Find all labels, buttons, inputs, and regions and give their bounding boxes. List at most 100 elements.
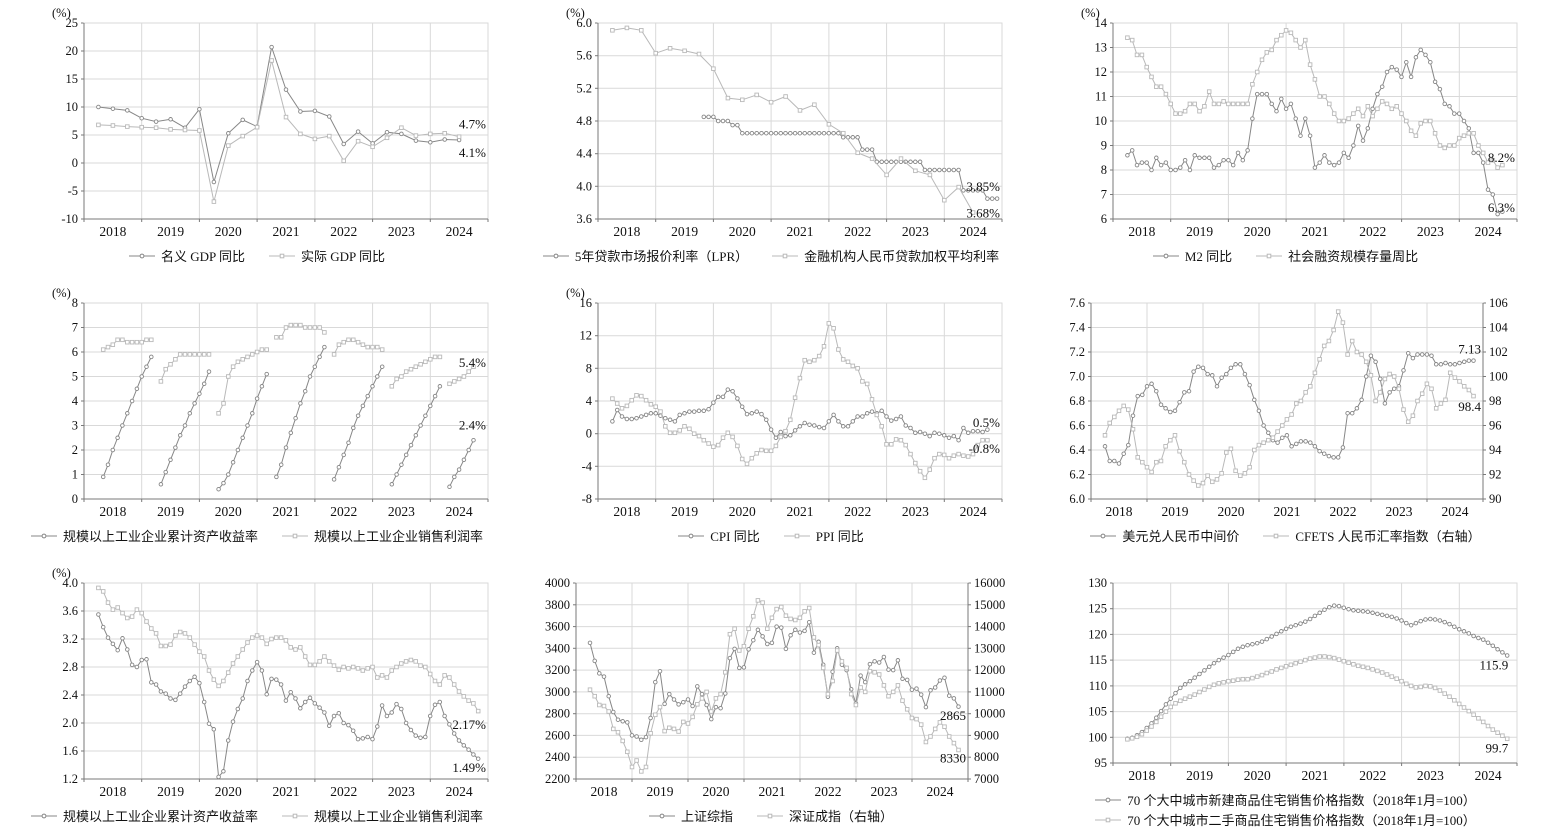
legend-label: M2 同比 [1184,249,1233,264]
svg-text:1: 1 [72,468,78,482]
chart-gdp-yoy: -10 -5 0 5 10 15 20 25 2018 2019 2020 2021 2022 2023 2… [0,0,514,280]
svg-text:4.4: 4.4 [576,147,592,161]
chart-lpr-vs-loan-rate: 3.6 4.0 4.4 4.8 5.2 5.6 6.0 2018 2019 2020 2021 202… [514,0,1028,280]
legend-marker-icon [757,813,783,818]
legend-item: 规模以上工业企业销售利润率 [282,526,483,545]
svg-text:14000: 14000 [974,620,1005,634]
chart-industrial-roa-vs-margin-monthly-legend: 规模以上工业企业累计资产收益率 规模以上工业企业销售利润率 [30,805,483,825]
svg-text:2021: 2021 [1273,504,1300,519]
legend-item: 社会融资规模存量周比 [1256,246,1418,265]
svg-text:2020: 2020 [1217,504,1244,519]
svg-text:0.5%: 0.5% [973,415,1000,430]
svg-text:-4: -4 [582,459,593,473]
svg-text:2022: 2022 [1359,224,1386,239]
legend-label: PPI 同比 [815,529,864,544]
svg-text:7000: 7000 [974,772,999,786]
svg-text:102: 102 [1489,345,1508,359]
svg-text:3800: 3800 [545,598,570,612]
svg-text:(%): (%) [1081,7,1100,20]
chart-canvas: 1.2 1.6 2.0 2.4 2.8 3.2 3.6 4.0 2018 2019 2020 2021… [52,566,489,799]
svg-text:7.4: 7.4 [1069,321,1085,335]
svg-text:-10: -10 [61,212,78,226]
svg-text:2023: 2023 [902,224,929,239]
svg-text:2020: 2020 [703,784,730,799]
svg-text:14: 14 [1094,16,1107,30]
legend-row: 规模以上工业企业累计资产收益率 规模以上工业企业销售利润率 [30,526,483,545]
svg-text:16000: 16000 [974,576,1005,590]
svg-text:90: 90 [1489,492,1502,506]
legend-item: CFETS 人民币汇率指数（右轴） [1263,526,1481,545]
svg-text:3.68%: 3.68% [966,205,1000,220]
chart-gdp-yoy-plot: -10 -5 0 5 10 15 20 25 2018 2019 2020 2021 2022 2023 2… [4,6,510,245]
svg-text:2.4%: 2.4% [459,418,486,433]
legend-marker-icon [1090,533,1117,538]
chart-cpi-vs-ppi: -8 -4 0 4 8 12 16 2018 2019 2020 2021 2022 2023 2024 (… [514,280,1028,560]
chart-home-price-indices-plot: 95 100 105 110 115 120 125 130 2018 2019 2020 2021 2… [1033,567,1539,789]
svg-text:106: 106 [1489,296,1508,310]
legend-label: 社会融资规模存量周比 [1288,249,1419,264]
legend-label: 实际 GDP 同比 [301,249,386,264]
svg-text:2022: 2022 [330,504,357,519]
svg-text:2024: 2024 [1441,504,1468,519]
legend-label: 名义 GDP 同比 [160,249,245,264]
legend-label: 5年贷款市场报价利率（LPR） [574,249,749,264]
svg-text:2024: 2024 [960,504,987,519]
chart-gdp-yoy-legend: 名义 GDP 同比 实际 GDP 同比 [128,245,386,265]
chart-canvas: 0 1 2 3 4 5 6 7 8 2018 2019 2020 2021 2022 2023 2024 (%)… [52,286,489,519]
svg-text:2018: 2018 [99,224,126,239]
svg-text:125: 125 [1088,602,1107,616]
svg-text:7: 7 [1100,188,1106,202]
svg-text:12000: 12000 [974,663,1005,677]
chart-home-price-indices: 95 100 105 110 115 120 125 130 2018 2019 2020 2021 2… [1028,560,1543,839]
svg-text:4.1%: 4.1% [459,145,486,160]
legend-label: 上证综指 [680,809,733,824]
svg-text:2023: 2023 [1416,768,1443,783]
svg-text:2023: 2023 [1416,224,1443,239]
svg-text:110: 110 [1088,679,1106,693]
svg-text:2021: 2021 [1301,768,1328,783]
svg-text:4: 4 [586,394,593,408]
legend-label: 规模以上工业企业销售利润率 [314,529,484,544]
svg-text:1.2: 1.2 [62,772,78,786]
svg-text:8: 8 [72,296,78,310]
svg-text:2020: 2020 [1243,768,1270,783]
svg-text:12: 12 [580,329,593,343]
svg-text:3.6: 3.6 [576,212,592,226]
svg-text:2018: 2018 [591,784,618,799]
svg-text:2024: 2024 [927,784,954,799]
svg-text:2019: 2019 [647,784,674,799]
legend-row: 上证综指 深证成指（右轴） [648,806,893,825]
chart-m2-vs-tsf-plot: 6 7 8 9 10 11 12 13 14 2018 2019 2020 2021 2022 2023 20… [1033,6,1539,245]
svg-text:4: 4 [72,394,79,408]
svg-text:6: 6 [1100,212,1106,226]
svg-text:7.13: 7.13 [1458,342,1481,357]
svg-text:10: 10 [66,100,79,114]
svg-text:2.17%: 2.17% [452,717,486,732]
svg-text:2021: 2021 [273,224,300,239]
svg-text:5.6: 5.6 [576,49,592,63]
svg-text:2018: 2018 [613,224,640,239]
svg-text:-5: -5 [68,184,78,198]
svg-text:5.2: 5.2 [576,81,592,95]
svg-text:6.4: 6.4 [1069,443,1085,457]
legend-marker-icon [648,813,675,818]
svg-text:2023: 2023 [388,784,415,799]
svg-text:3000: 3000 [545,685,570,699]
chart-usdcny-vs-cfets-legend: 美元兑人民币中间价 CFETS 人民币汇率指数（右轴） [1090,525,1481,545]
svg-text:9: 9 [1100,139,1106,153]
svg-text:7.2: 7.2 [1069,345,1085,359]
svg-text:6.0: 6.0 [576,16,592,30]
svg-text:2021: 2021 [787,504,814,519]
svg-text:98.4: 98.4 [1458,399,1481,414]
svg-text:2020: 2020 [729,504,756,519]
svg-text:15000: 15000 [974,598,1005,612]
svg-text:2022: 2022 [1359,768,1386,783]
chart-cpi-vs-ppi-plot: -8 -4 0 4 8 12 16 2018 2019 2020 2021 2022 2023 2024 (… [518,286,1024,525]
chart-canvas: -8 -4 0 4 8 12 16 2018 2019 2020 2021 2022 2023 2024 (… [566,286,1003,519]
svg-text:2022: 2022 [815,784,842,799]
svg-text:13: 13 [1094,41,1107,55]
svg-text:2024: 2024 [1474,224,1501,239]
chart-m2-vs-tsf-legend: M2 同比 社会融资规模存量周比 [1152,245,1418,265]
svg-text:6: 6 [72,345,78,359]
